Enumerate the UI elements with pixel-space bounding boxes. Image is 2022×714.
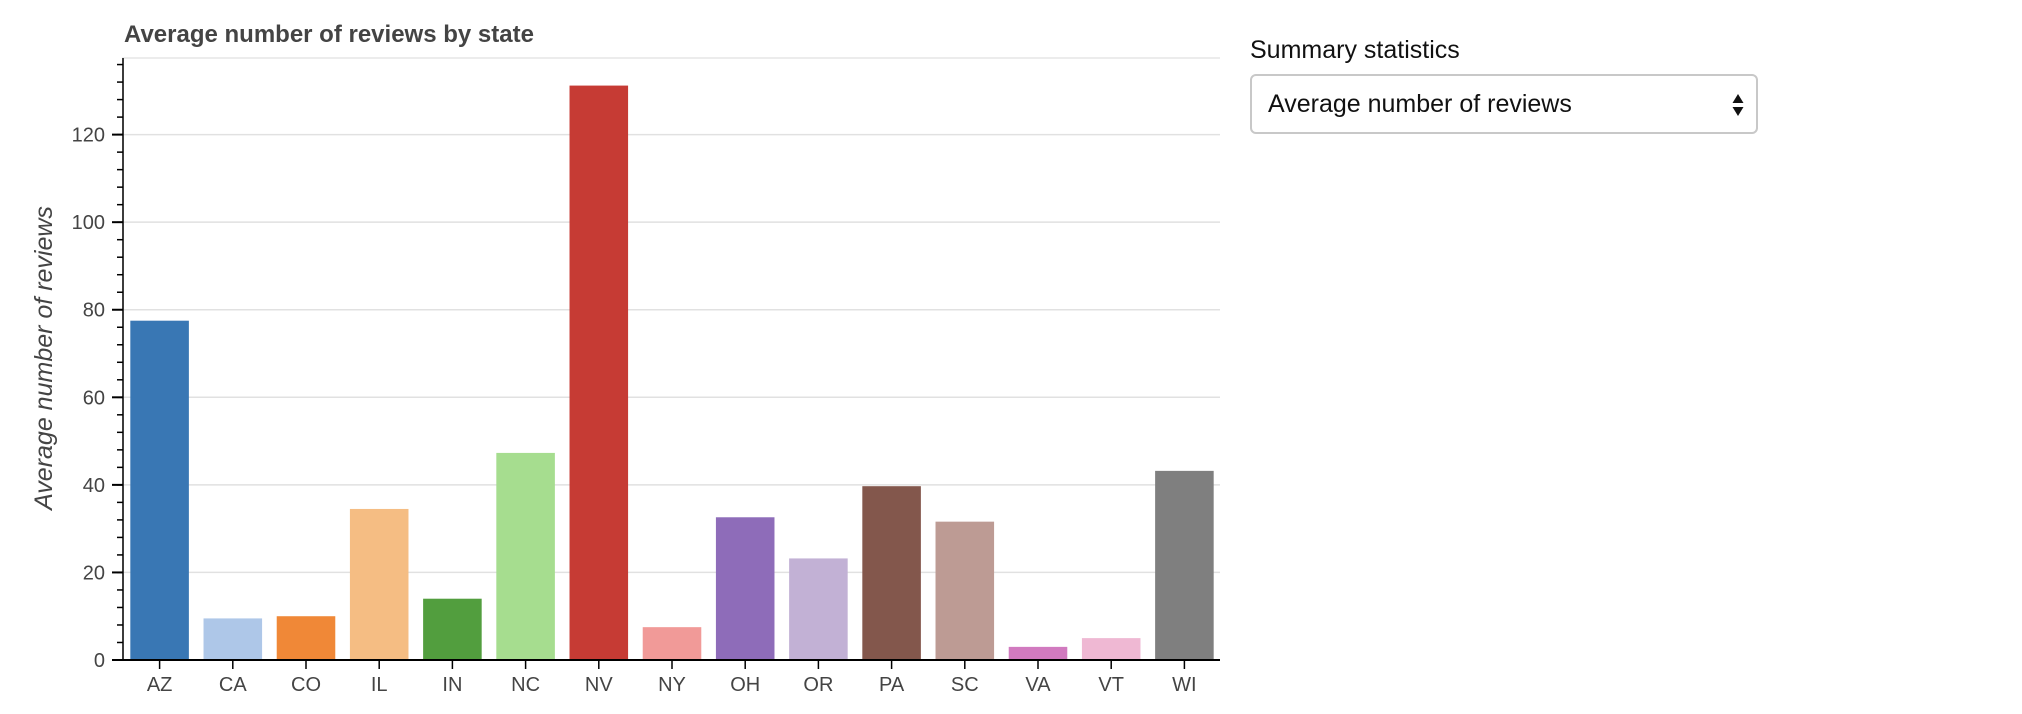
y-tick-label: 120 — [72, 125, 105, 147]
x-tick-label-ca: CA — [219, 674, 247, 696]
bar-or — [789, 558, 848, 660]
plot-frame — [122, 57, 1220, 661]
bar-oh — [715, 517, 775, 660]
bar-wi — [1155, 470, 1214, 660]
y-tick-label: 40 — [83, 475, 105, 497]
bar-ca — [203, 618, 263, 660]
tick-labels: 0 20 40 60 80 100 120 AZ CA CO IL IN NC NV NY OH OR PA SC V… — [72, 125, 1197, 696]
summary-control-panel: Summary statistics Average number of rev… — [1250, 34, 1760, 134]
bar-nv — [569, 85, 629, 661]
x-tick-label-sc: SC — [951, 674, 979, 696]
y-axis-label: Average number of reviews — [30, 206, 58, 512]
bar-co — [276, 616, 336, 660]
bar-pa — [862, 486, 921, 660]
x-tick-label-oh: OH — [730, 674, 760, 696]
summary-statistics-select[interactable]: Average number of reviews — [1250, 74, 1758, 134]
x-tick-label-az: AZ — [147, 674, 173, 696]
x-tick-label-nc: NC — [511, 674, 540, 696]
x-tick-label-ny: NY — [658, 674, 686, 696]
summary-statistics-label: Summary statistics — [1250, 36, 1460, 64]
bars — [130, 85, 1214, 661]
bar-sc — [935, 521, 995, 660]
x-tick-label-or: OR — [803, 674, 833, 696]
y-tick-label: 20 — [83, 562, 105, 584]
x-tick-label-il: IL — [371, 674, 388, 696]
y-tick-label: 100 — [72, 212, 105, 234]
select-arrows-icon — [1732, 94, 1744, 116]
y-tick-label: 0 — [94, 650, 105, 672]
bar-chart: Average number of reviews by state 0 20 40… — [30, 21, 1220, 696]
bar-va — [1008, 646, 1068, 660]
x-tick-label-va: VA — [1025, 674, 1051, 696]
x-tick-label-in: IN — [442, 674, 462, 696]
bar-nc — [496, 452, 555, 660]
bar-vt — [1081, 638, 1141, 660]
summary-select-value: Average number of reviews — [1268, 90, 1572, 118]
chart-title: Average number of reviews by state — [124, 21, 534, 48]
x-tick-label-vt: VT — [1098, 674, 1124, 696]
x-tick-label-wi: WI — [1172, 674, 1196, 696]
bar-az — [130, 320, 189, 660]
gridlines — [123, 133, 1220, 574]
bar-ny — [642, 627, 702, 660]
x-tick-label-pa: PA — [879, 674, 905, 696]
x-tick-label-co: CO — [291, 674, 321, 696]
bar-in — [423, 598, 482, 660]
bar-il — [349, 508, 409, 660]
y-tick-label: 60 — [83, 387, 105, 409]
axes — [112, 58, 1220, 669]
y-tick-label: 80 — [83, 300, 105, 322]
x-tick-label-nv: NV — [585, 674, 613, 696]
